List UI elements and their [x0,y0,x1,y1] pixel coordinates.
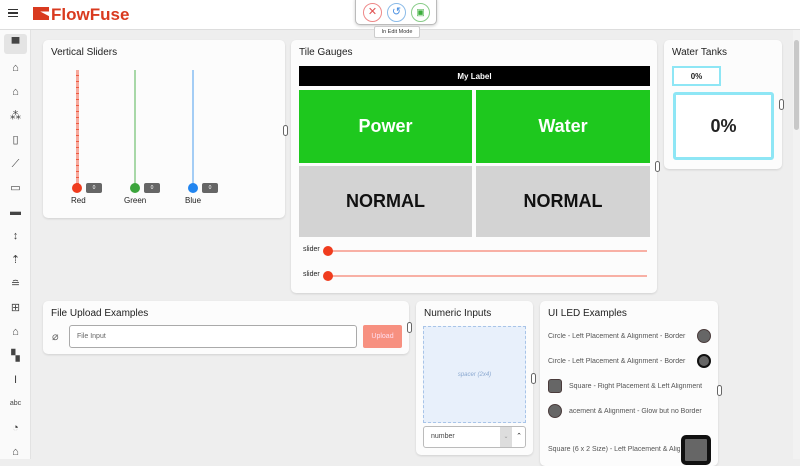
slider-thumb[interactable] [323,271,333,281]
led-label: Circle - Left Placement & Alignment - Bo… [548,358,686,365]
upload-icon[interactable]: ⇡ [10,254,21,266]
dashboard-icon[interactable]: ▚ [11,350,20,362]
slider-label: slider [303,246,320,253]
spacer: spacer (2x4) [423,326,526,423]
led-label: acement & Alignment - Glow but no Border [569,408,702,415]
decrement-button[interactable]: ⌄ [500,427,512,447]
scrollbar-thumb[interactable] [794,40,799,130]
scrollbar[interactable] [793,30,800,459]
resize-handle[interactable] [283,125,288,136]
chat-icon[interactable]: ▀ [4,34,27,54]
tile-normal: NORMAL [299,166,472,237]
slider-track[interactable] [327,250,647,252]
edit-toolbar: ✕ ↺ ▣ [355,0,437,25]
resize-handle[interactable] [531,373,536,384]
number-input-value: number [431,433,455,440]
led-circle [548,404,562,418]
number-input[interactable]: number ⌄ ⌃ [423,426,526,448]
table-icon[interactable]: ⊞ [10,302,21,314]
database-icon[interactable]: ≘ [10,278,21,290]
slider-label: slider [303,271,320,278]
brand-name: FlowFuse [51,5,130,24]
edit-mode-tooltip: In Edit Mode [374,26,420,38]
slider-track-red[interactable] [76,70,79,188]
led-examples-card: UI LED Examples Circle - Left Placement … [540,301,718,466]
home-icon[interactable]: ⌂ [12,62,19,74]
text-cursor-icon[interactable]: I [13,374,18,386]
file-upload-card: File Upload Examples ⌀ File Input Upload [43,301,409,354]
led-circle [697,354,711,368]
slider-value-blue: 0 [202,183,218,193]
upload-button[interactable]: Upload [363,325,402,348]
led-label: Square (6 x 2 Size) - Left Placement & A… [548,446,680,453]
slider-label-green: Green [124,196,147,205]
slider-track[interactable] [327,275,647,277]
chart-icon[interactable]: ⟋ [11,158,20,170]
slider-value-green: 0 [144,183,160,193]
led-circle [697,329,711,343]
water-tanks-card: Water Tanks 0% 0% [664,40,782,169]
image-icon[interactable]: ▬ [10,206,21,218]
tank-large: 0% [673,92,774,160]
vertical-sliders-card: Vertical Sliders 0 Red 0 Green 0 Blue [43,40,285,218]
slider-label-blue: Blue [185,196,202,205]
tile-power: Power [299,90,472,163]
slider-track-blue[interactable] [192,70,194,188]
sidebar: ▀ ⌂ ⌂ ⁂ ▯ ⟋ ▭ ▬ ↕ ⇡ ≘ ⊞ ⌂ ▚ I abc ◔ ⌂ [0,30,31,459]
resize-handle[interactable] [779,99,784,110]
slider-value-red: 0 [86,183,102,193]
slider-thumb-red[interactable] [72,183,82,193]
slider-thumb-green[interactable] [130,183,140,193]
slider-thumb[interactable] [323,246,333,256]
slider-thumb-blue[interactable] [188,183,198,193]
tile-normal: NORMAL [476,166,650,237]
group-icon[interactable]: ⁂ [10,110,21,122]
resize-handle[interactable] [655,161,660,172]
card-title: File Upload Examples [51,308,149,319]
tile-water: Water [476,90,650,163]
led-square [548,379,562,393]
card-title: Tile Gauges [299,47,353,58]
card-title: UI LED Examples [548,308,627,319]
home-icon[interactable]: ⌂ [12,326,19,338]
home-icon[interactable]: ⌂ [12,86,19,98]
card-title: Water Tanks [672,47,728,58]
gauge-icon[interactable]: ◔ [12,422,19,434]
abc-icon[interactable]: abc [9,400,22,407]
video-icon[interactable]: ▭ [10,182,21,194]
discard-button[interactable]: ✕ [363,3,382,22]
save-button[interactable]: ▣ [411,3,430,22]
notebook-icon[interactable]: ▯ [12,134,19,146]
tank-small: 0% [672,66,721,86]
card-title: Vertical Sliders [51,47,118,58]
tile-gauges-card: Tile Gauges My Label Power Water NORMAL … [291,40,657,293]
card-title: Numeric Inputs [424,308,492,319]
hamburger-icon[interactable] [8,9,18,17]
increment-button[interactable]: ⌃ [516,433,522,440]
sort-icon[interactable]: ↕ [12,230,19,242]
led-label: Square - Right Placement & Left Alignmen… [569,383,703,390]
resize-handle[interactable] [717,385,722,396]
resize-handle[interactable] [407,322,412,333]
label-bar: My Label [299,66,650,86]
paperclip-icon: ⌀ [52,331,59,343]
numeric-inputs-card: Numeric Inputs spacer (2x4) number ⌄ ⌃ [416,301,533,455]
home-icon[interactable]: ⌂ [12,446,19,458]
led-label: Circle - Left Placement & Alignment - Bo… [548,333,686,340]
slider-track-green[interactable] [134,70,136,188]
undo-button[interactable]: ↺ [387,3,406,22]
led-square-large [681,435,711,465]
slider-label-red: Red [71,196,86,205]
flowfuse-logo-icon [33,7,49,20]
file-input[interactable]: File Input [69,325,357,348]
